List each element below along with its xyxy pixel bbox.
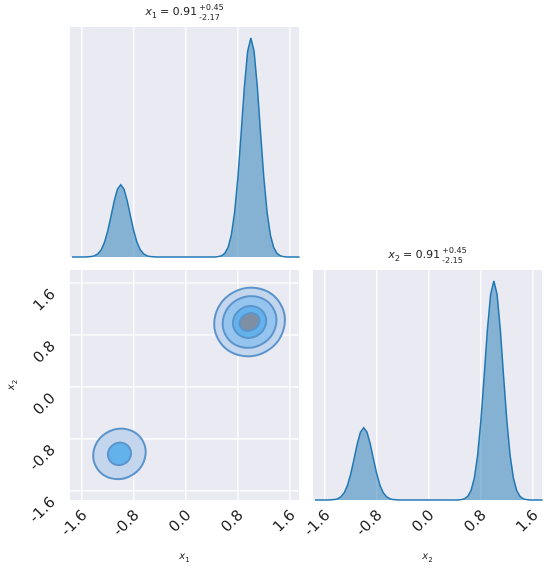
label-symbol: x bbox=[6, 384, 17, 391]
x-tick-label: -1.6 bbox=[57, 506, 90, 539]
x-tick-label: 0.8 bbox=[460, 506, 490, 536]
y-tick-label: -1.6 bbox=[25, 493, 58, 526]
panel-title: x1 = 0.91 bbox=[144, 5, 197, 20]
y-tick-label: 0.0 bbox=[29, 389, 59, 419]
x-tick-label: -0.8 bbox=[109, 506, 142, 539]
title-text: = 0.91 bbox=[160, 5, 197, 18]
title-lower: -2.15 bbox=[442, 256, 463, 265]
title-upper: +0.45 bbox=[442, 246, 467, 255]
label-index: 2 bbox=[428, 556, 432, 564]
title-upper: +0.45 bbox=[199, 3, 224, 12]
x-tick-label: 0.0 bbox=[408, 506, 438, 536]
density-area bbox=[71, 37, 300, 258]
x-tick-label: -1.6 bbox=[300, 506, 333, 539]
title-text: = 0.91 bbox=[403, 248, 440, 261]
x-tick-label: -0.8 bbox=[352, 506, 385, 539]
contour bbox=[106, 441, 132, 467]
title-symbol: x bbox=[387, 248, 395, 261]
density-line bbox=[314, 280, 543, 501]
x-tick-label: 0.8 bbox=[217, 506, 247, 536]
x-axis-label: x1 bbox=[178, 551, 189, 564]
y-tick-label: 1.6 bbox=[29, 285, 59, 315]
density-area bbox=[314, 280, 543, 500]
contour bbox=[238, 312, 261, 332]
label-index: 2 bbox=[11, 380, 19, 384]
title-index: 1 bbox=[152, 11, 157, 20]
x-tick-label: 1.6 bbox=[512, 506, 542, 536]
title-symbol: x bbox=[144, 5, 152, 18]
title-index: 2 bbox=[395, 254, 400, 263]
y-tick-label: -0.8 bbox=[25, 441, 58, 474]
title-lower: -2.17 bbox=[199, 13, 220, 22]
panel-title: x2 = 0.91 bbox=[387, 248, 440, 263]
label-index: 1 bbox=[185, 556, 189, 564]
y-tick-label: 0.8 bbox=[29, 337, 59, 367]
label-symbol: x bbox=[178, 551, 185, 562]
label-symbol: x bbox=[421, 551, 428, 562]
y-axis-label: x2 bbox=[6, 380, 19, 391]
density-line bbox=[71, 37, 300, 258]
x-axis-label: x2 bbox=[421, 551, 432, 564]
x-tick-label: 1.6 bbox=[269, 506, 299, 536]
x-tick-label: 0.0 bbox=[165, 506, 195, 536]
